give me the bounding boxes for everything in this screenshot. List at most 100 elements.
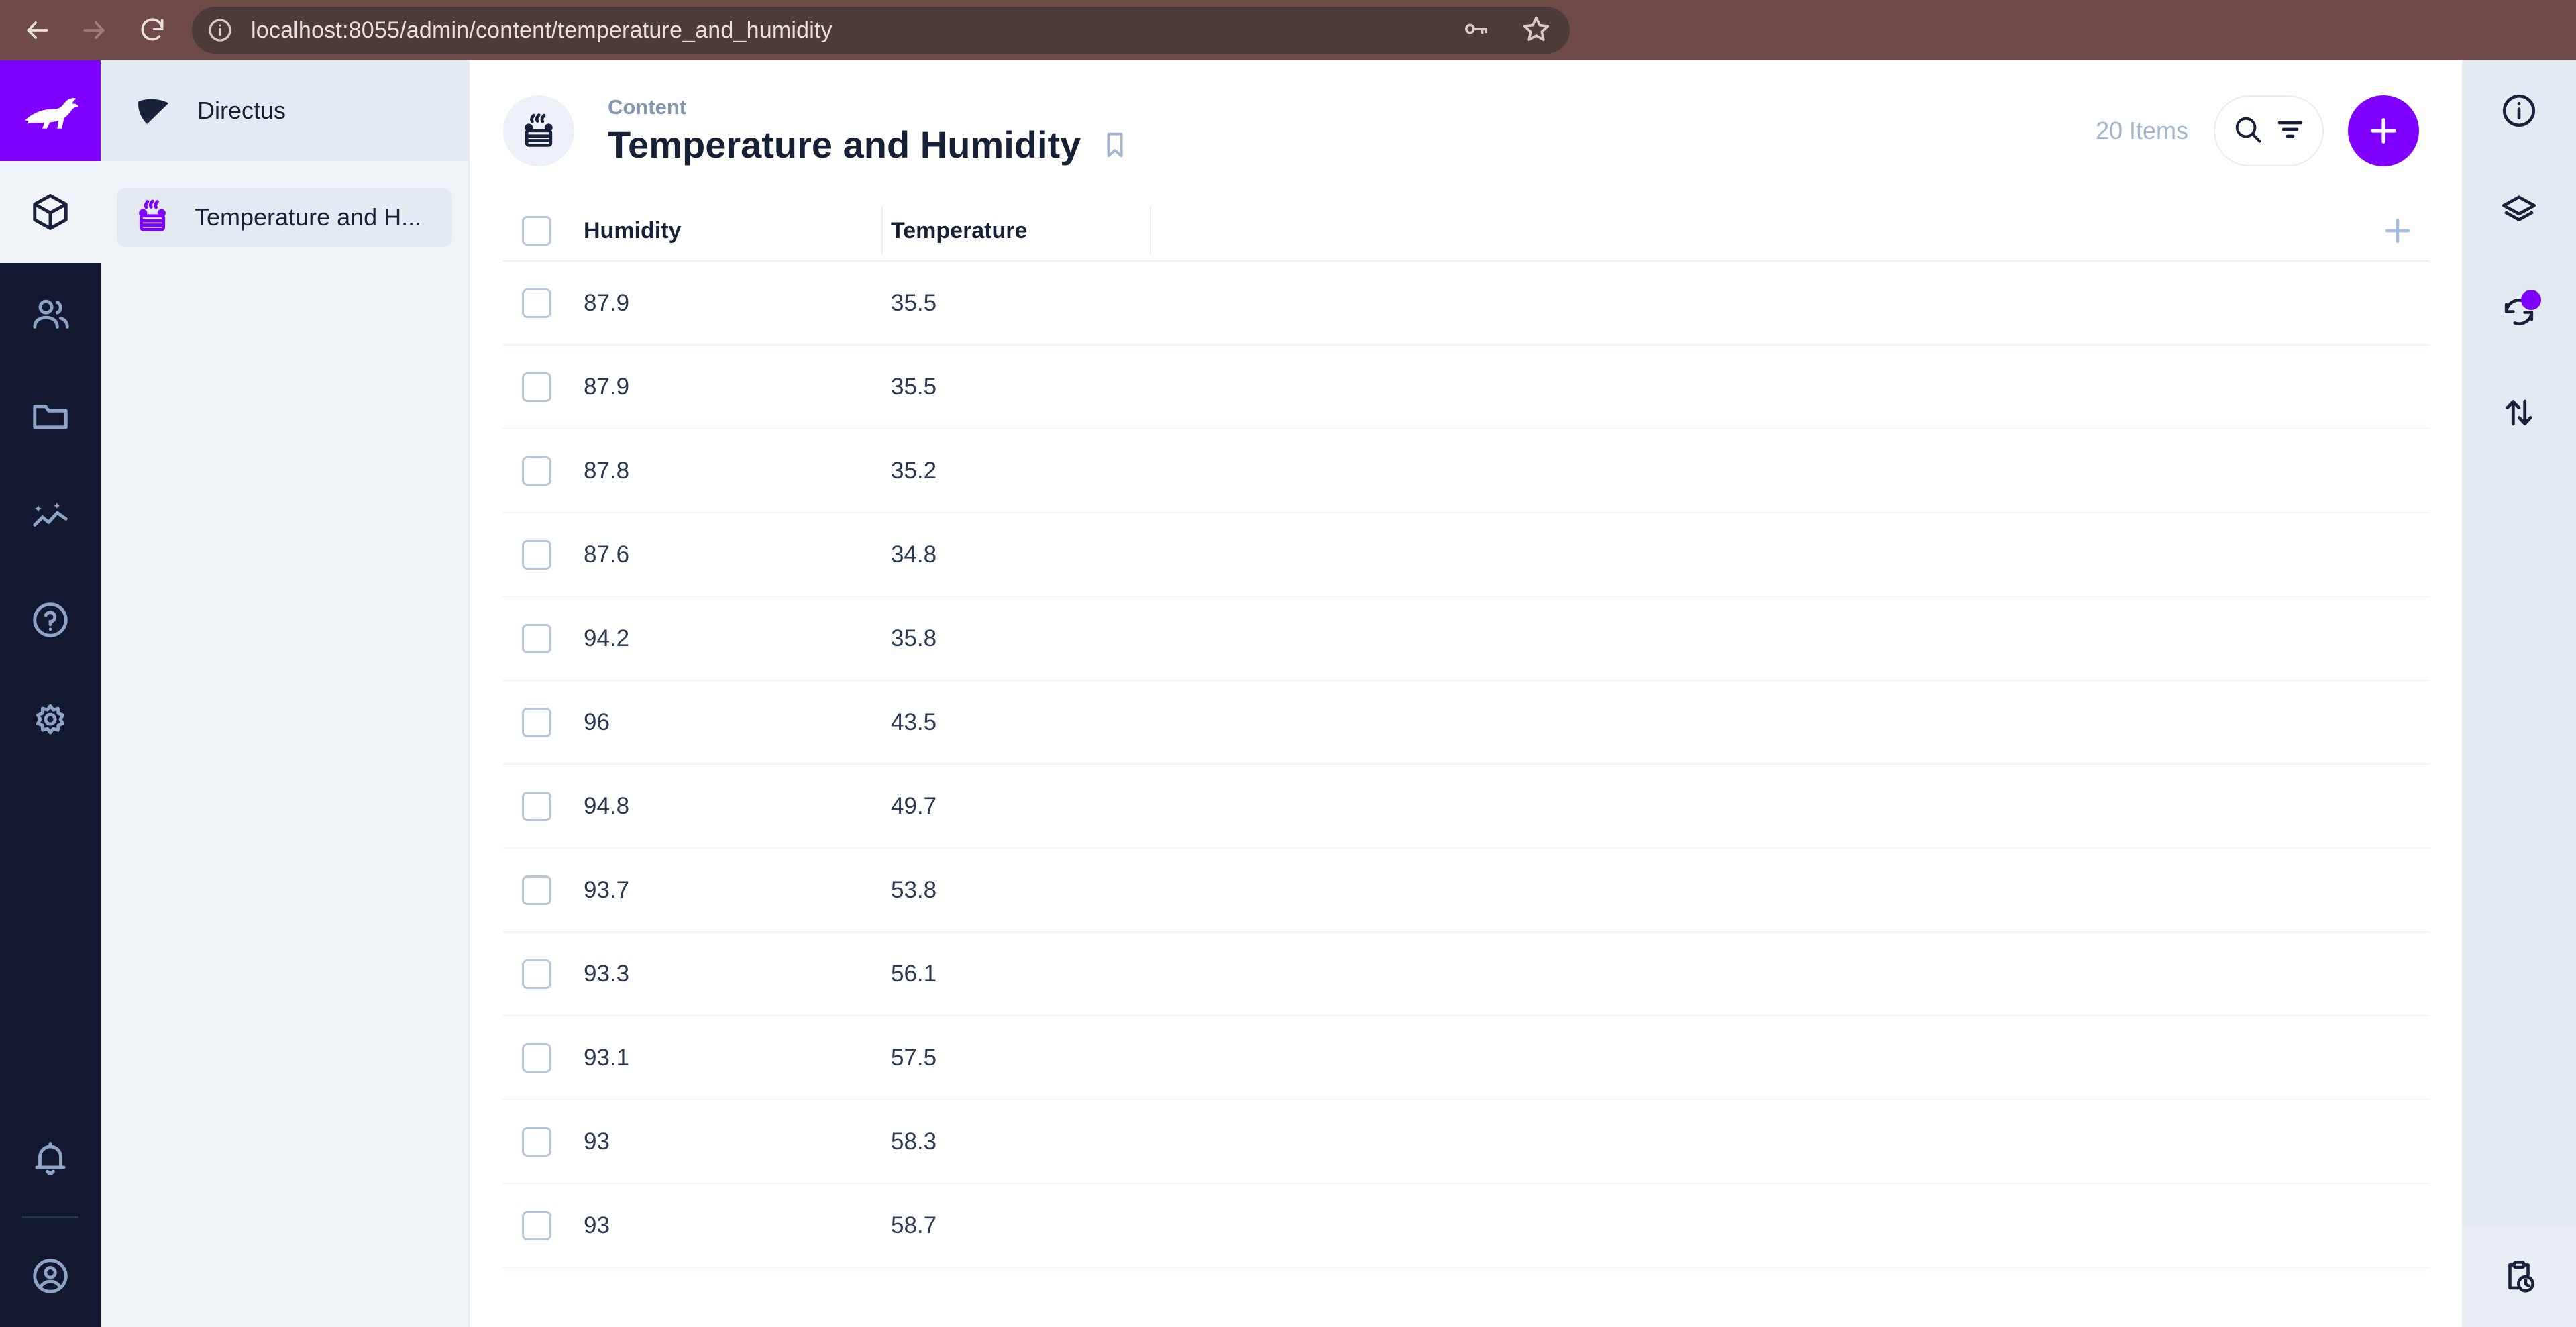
table-row[interactable]: 87.8 35.2: [503, 429, 2430, 513]
search-icon[interactable]: [2231, 113, 2265, 150]
cell-humidity: 87.9: [584, 373, 630, 400]
row-select-cell[interactable]: [503, 288, 576, 318]
reload-button[interactable]: [123, 1, 181, 59]
column-header-humidity[interactable]: Humidity: [576, 205, 883, 254]
table-row[interactable]: 93.7 53.8: [503, 849, 2430, 933]
table-row[interactable]: 93.3 56.1: [503, 933, 2430, 1016]
item-count: 20 Items: [2095, 117, 2188, 144]
filter-icon[interactable]: [2274, 113, 2306, 149]
table-header-row: Humidity Temperature: [503, 201, 2430, 262]
breadcrumb[interactable]: Content: [608, 95, 687, 119]
table-row[interactable]: 87.9 35.5: [503, 262, 2430, 346]
bookmark-outline-icon[interactable]: [1099, 129, 1130, 160]
row-select-cell[interactable]: [503, 791, 576, 821]
url-text: localhost:8055/admin/content/temperature…: [251, 17, 833, 43]
create-item-button[interactable]: [2348, 95, 2419, 166]
plus-icon: [2385, 218, 2410, 244]
star-icon[interactable]: [1521, 14, 1551, 47]
row-select-cell[interactable]: [503, 372, 576, 402]
column-resize-handle[interactable]: [1150, 205, 1151, 254]
row-checkbox[interactable]: [522, 539, 551, 570]
cell-humidity: 87.9: [584, 289, 630, 316]
add-field-button[interactable]: [2377, 211, 2418, 251]
items-table: Humidity Temperature 87.9 35.5 87.9 35.5 87.…: [471, 201, 2462, 1268]
address-bar[interactable]: localhost:8055/admin/content/temperature…: [192, 7, 1570, 54]
row-select-cell[interactable]: [503, 539, 576, 570]
sidebar-item-insights[interactable]: [0, 467, 101, 569]
clipboard-clock-icon: [2508, 1260, 2534, 1293]
forward-arrow-icon: [83, 21, 105, 39]
sidebar-item-label: Temperature and H...: [195, 203, 422, 231]
sidebar-item-layers[interactable]: [2462, 161, 2576, 262]
directus-rabbit-logo[interactable]: [0, 60, 101, 161]
forward-button[interactable]: [66, 1, 123, 59]
right-sidebar: [2462, 60, 2576, 1327]
row-select-cell[interactable]: [503, 707, 576, 737]
table-row[interactable]: 93.1 57.5: [503, 1016, 2430, 1100]
table-row[interactable]: 87.9 35.5: [503, 346, 2430, 429]
page-scrollbar-track[interactable]: [2430, 60, 2462, 1327]
cell-temperature: 35.8: [891, 625, 937, 651]
select-all-checkbox[interactable]: [522, 216, 551, 246]
table-row[interactable]: 87.6 34.8: [503, 513, 2430, 597]
project-name: Directus: [197, 97, 286, 124]
row-checkbox[interactable]: [522, 707, 551, 737]
sidebar-item-notifications[interactable]: [0, 1108, 101, 1210]
row-select-cell[interactable]: [503, 623, 576, 653]
row-select-cell[interactable]: [503, 456, 576, 486]
row-checkbox[interactable]: [522, 288, 551, 318]
row-checkbox[interactable]: [522, 1126, 551, 1157]
key-icon[interactable]: [1462, 15, 1491, 46]
sidebar-item-info[interactable]: [2462, 60, 2576, 161]
browser-toolbar: localhost:8055/admin/content/temperature…: [0, 0, 2576, 60]
sidebar-item-settings[interactable]: [0, 671, 101, 773]
column-header-temperature[interactable]: Temperature: [883, 205, 1151, 254]
row-checkbox[interactable]: [522, 623, 551, 653]
table-row[interactable]: 96 43.5: [503, 681, 2430, 765]
directus-app: Directus Temperature and H...: [0, 60, 2576, 1327]
cell-humidity: 93.3: [584, 960, 630, 987]
sidebar-item-temperature-and-humidity[interactable]: Temperature and H...: [117, 188, 452, 247]
header-actions: 20 Items: [2096, 60, 2419, 201]
table-row[interactable]: 93 58.3: [503, 1100, 2430, 1184]
row-select-cell[interactable]: [503, 959, 576, 989]
table-row[interactable]: 94.2 35.8: [503, 597, 2430, 681]
row-select-cell[interactable]: [503, 1210, 576, 1240]
sidebar-item-content[interactable]: [0, 161, 101, 263]
cell-humidity: 93.7: [584, 876, 630, 903]
activity-drawer-button[interactable]: [2462, 1228, 2576, 1327]
info-circle-icon[interactable]: [207, 17, 233, 44]
column-resize-handle[interactable]: [881, 205, 883, 254]
sidebar-item-file-library[interactable]: [0, 365, 101, 467]
navigation-sidebar: Directus Temperature and H...: [101, 60, 470, 1327]
box-icon: [33, 194, 68, 230]
table-row[interactable]: 93 58.7: [503, 1184, 2430, 1268]
row-checkbox[interactable]: [522, 1210, 551, 1240]
row-select-cell[interactable]: [503, 1043, 576, 1073]
row-checkbox[interactable]: [522, 875, 551, 905]
cell-humidity: 87.6: [584, 541, 630, 568]
sidebar-item-account[interactable]: [0, 1225, 101, 1327]
cell-temperature: 35.5: [891, 289, 937, 316]
cell-temperature: 34.8: [891, 541, 937, 568]
table-body: 87.9 35.5 87.9 35.5 87.8 35.2 87.6 34.8 94.2 35.8…: [471, 262, 2462, 1268]
table-row[interactable]: 94.8 49.7: [503, 765, 2430, 849]
row-checkbox[interactable]: [522, 456, 551, 486]
project-header[interactable]: Directus: [101, 60, 470, 161]
select-all-cell[interactable]: [503, 216, 576, 246]
people-icon: [33, 299, 69, 329]
hot-tub-icon: [525, 113, 553, 147]
row-select-cell[interactable]: [503, 1126, 576, 1157]
sidebar-item-docs[interactable]: [0, 569, 101, 671]
search-filter-group[interactable]: [2214, 95, 2324, 166]
row-checkbox[interactable]: [522, 372, 551, 402]
sidebar-item-import-export[interactable]: [2462, 362, 2576, 463]
sidebar-item-sync[interactable]: [2462, 262, 2576, 362]
sidebar-item-user-directory[interactable]: [0, 263, 101, 365]
module-divider: [22, 1216, 78, 1218]
row-select-cell[interactable]: [503, 875, 576, 905]
row-checkbox[interactable]: [522, 1043, 551, 1073]
back-button[interactable]: [8, 1, 66, 59]
row-checkbox[interactable]: [522, 791, 551, 821]
row-checkbox[interactable]: [522, 959, 551, 989]
